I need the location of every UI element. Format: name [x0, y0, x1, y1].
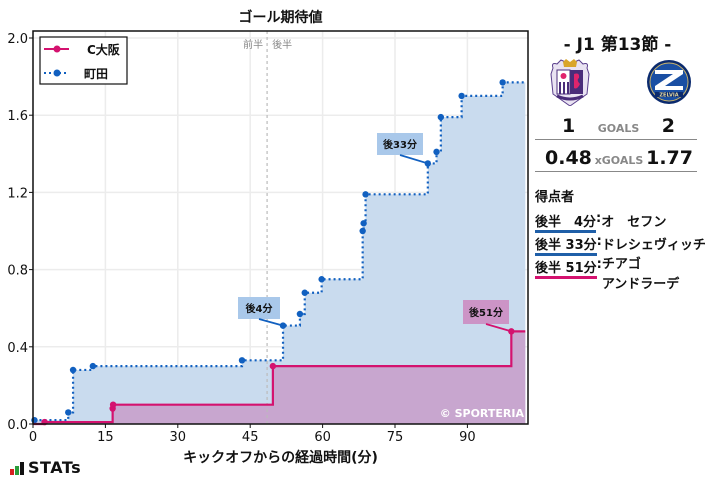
data-point	[433, 148, 440, 156]
watermark: © SPORTERIA	[440, 407, 525, 420]
scorer-item: 後半 4分: オ セフン	[535, 211, 667, 233]
goal-annotation-label: 後51分	[469, 306, 503, 319]
data-point	[360, 220, 367, 227]
x-tick-label: 90	[459, 430, 476, 445]
data-point	[362, 191, 369, 198]
legend-marker	[53, 69, 61, 77]
x-tick-label: 15	[97, 430, 114, 445]
goal-annotation-pointer	[258, 318, 284, 327]
goal-annotation-pointer	[485, 323, 512, 333]
scorer-name: ドレシェヴィッチ	[601, 238, 706, 253]
y-tick-label: 0.0	[7, 418, 28, 433]
svg-text:ZELVIA: ZELVIA	[659, 93, 678, 99]
scorer-item: 後半 51分: チアゴ アンドラーデ	[535, 257, 679, 295]
data-point	[238, 357, 246, 364]
y-tick-label: 0.8	[7, 264, 28, 279]
data-point	[89, 362, 97, 370]
goals-label: GOALS	[597, 122, 640, 135]
goal-annotation-box	[377, 133, 423, 155]
data-point	[437, 113, 445, 121]
data-point	[31, 416, 38, 424]
y-tick-label: 2.0	[7, 32, 28, 47]
x-tick-label: 75	[387, 430, 404, 445]
data-point	[65, 409, 72, 416]
legend-marker	[53, 45, 61, 53]
data-point	[359, 227, 366, 235]
stats-label: STATs	[28, 458, 82, 477]
series-fill-area	[33, 331, 526, 424]
y-tick-label: 1.6	[7, 109, 28, 124]
data-point	[269, 362, 277, 370]
home-goals: 1	[562, 115, 576, 137]
scorer-time: 後半 33分	[535, 234, 597, 256]
series-fill-area	[34, 82, 526, 424]
goal-annotation-pointer	[399, 154, 429, 165]
round-title: - J1 第13節 -	[563, 35, 672, 55]
plot-frame	[32, 30, 529, 425]
x-axis-label: キックオフからの経過時間(分)	[183, 450, 378, 466]
away-xg: 1.77	[646, 147, 693, 169]
x-tick-label: 45	[242, 430, 259, 445]
goal-annotation-label: 後4分	[246, 302, 273, 315]
scorers-title: 得点者	[535, 190, 575, 205]
data-point	[301, 289, 308, 296]
stats-bars-icon	[10, 462, 24, 475]
data-point	[318, 276, 325, 283]
machida-zelvia-crest-icon: ZELVIA	[647, 60, 691, 104]
data-point	[499, 79, 506, 86]
data-point	[109, 401, 117, 408]
second-half-label: 後半	[272, 38, 292, 51]
stats-logo: STATs	[10, 458, 81, 477]
first-half-label: 前半	[243, 38, 263, 51]
scorer-name: オ セフン	[601, 215, 667, 230]
y-tick-label: 1.2	[7, 186, 28, 201]
y-tick-label: 0.4	[7, 341, 28, 356]
xgoals-row: 0.48 xGOALS 1.77	[535, 147, 697, 172]
chart-title: ゴール期待値	[238, 10, 323, 26]
scorer-name: チアゴ アンドラーデ	[601, 257, 680, 292]
x-tick-label: 0	[29, 430, 37, 445]
cerezo-osaka-crest-icon	[550, 59, 590, 106]
scorer-time: 後半 51分	[535, 257, 597, 279]
data-point	[69, 366, 77, 374]
goal-annotation-label: 後33分	[383, 138, 417, 151]
data-point	[296, 310, 304, 318]
x-tick-label: 30	[170, 430, 187, 445]
scorer-time: 後半 4分	[535, 211, 597, 233]
goals-row: 1 GOALS 2	[535, 115, 697, 140]
away-goals: 2	[661, 115, 675, 137]
scorer-item: 後半 33分: ドレシェヴィッチ	[535, 234, 706, 256]
legend-box	[39, 36, 128, 85]
data-point	[458, 92, 465, 100]
home-xg: 0.48	[545, 147, 592, 169]
goal-annotation-box	[463, 300, 509, 324]
xgoals-label: xGOALS	[594, 154, 644, 167]
x-tick-label: 60	[314, 430, 331, 445]
goal-annotation-box	[238, 297, 280, 319]
legend-label: 町田	[84, 67, 108, 81]
legend-label: C大阪	[87, 42, 121, 57]
